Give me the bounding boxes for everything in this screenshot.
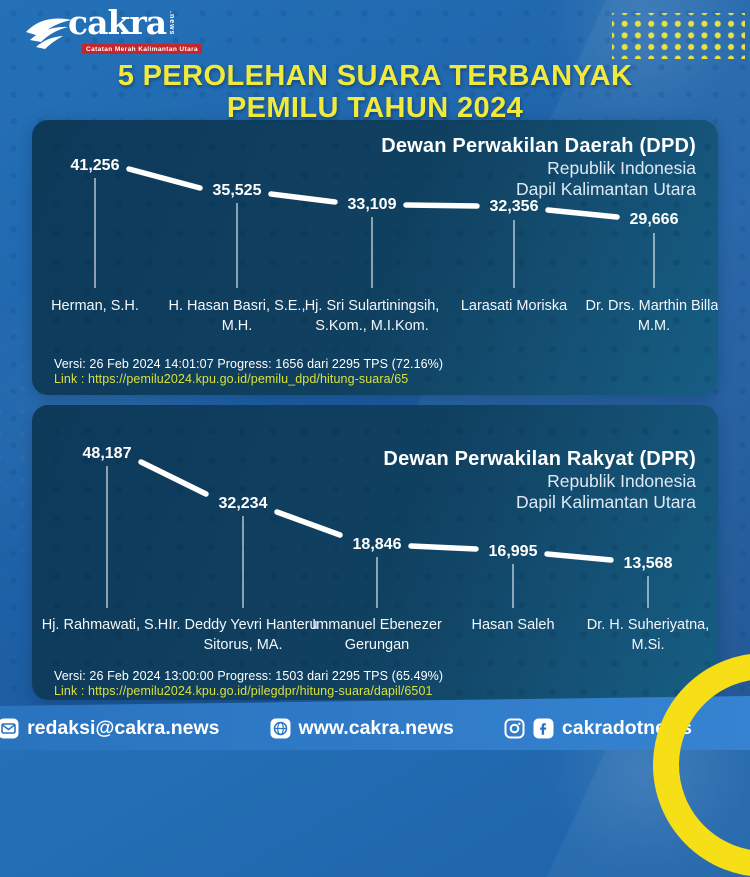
panel-dpr-subtitle-1: Republik Indonesia	[547, 471, 696, 491]
wing-icon	[26, 12, 74, 59]
dpd-line-segment	[403, 202, 480, 209]
dpr-candidate-name: Dr. H. Suheriyatna, M.Si.	[586, 617, 710, 653]
dpd-candidate-name: Hj. Sri Sulartiningsih, S.Kom., M.I.Kom.	[304, 298, 440, 334]
dpd-source-link: Link : https://pemilu2024.kpu.go.id/pemi…	[54, 372, 409, 386]
dpr-version-text: Versi: 26 Feb 2024 13:00:00 Progress: 15…	[54, 669, 444, 683]
footer-bar: redaksi@cakra.news www.cakra.news	[0, 696, 750, 750]
dpd-version-text: Versi: 26 Feb 2024 14:01:07 Progress: 16…	[54, 357, 444, 371]
panel-dpd: Dewan Perwakilan Daerah (DPD) Republik I…	[32, 120, 718, 395]
panel-dpd-title: Dewan Perwakilan Daerah (DPD)	[381, 135, 696, 157]
dpr-value-label: 32,234	[219, 495, 268, 512]
dpd-candidate-name: Herman, S.H.	[51, 298, 139, 314]
panel-dpd-subtitle-2: Dapil Kalimantan Utara	[516, 178, 696, 199]
page-title: 5 PEROLEHAN SUARA TERBANYAK PEMILU TAHUN…	[0, 60, 750, 125]
dpr-line-segment	[274, 509, 343, 538]
dpd-value-label: 32,356	[490, 198, 539, 215]
brand-name: cakra	[68, 3, 167, 42]
dpr-source-link: Link : https://pemilu2024.kpu.go.id/pile…	[54, 684, 433, 698]
panel-dpr-subtitle-2: Dapil Kalimantan Utara	[516, 491, 696, 512]
panel-dpr: Dewan Perwakilan Rakyat (DPR) Republik I…	[32, 405, 718, 700]
dpr-line-segment	[138, 459, 209, 497]
dpr-candidate-name: Ir. Deddy Yevri Hanteru Sitorus, MA.	[168, 617, 318, 653]
dpd-value-label: 33,109	[348, 196, 397, 213]
dpd-line-segment	[545, 207, 620, 220]
dpr-candidate-name: Hasan Saleh	[471, 617, 555, 633]
globe-icon	[270, 718, 291, 739]
dpd-candidate-name: Larasati Moriska	[460, 298, 568, 314]
dpr-line-segment	[544, 551, 614, 563]
panel-dpr-heading: Dewan Perwakilan Rakyat (DPR) Republik I…	[383, 448, 696, 512]
decorative-dots-grid	[612, 13, 745, 59]
panel-dpd-heading: Dewan Perwakilan Daerah (DPD) Republik I…	[381, 135, 696, 199]
dpd-line-chart: 41,256 35,525 33,109 32,356 29,666	[71, 157, 679, 288]
dpr-candidate-name: Hj. Rahmawati, S.H.	[41, 617, 173, 633]
instagram-icon	[504, 718, 525, 739]
page-title-line2: PEMILU TAHUN 2024	[226, 91, 524, 124]
dpr-candidate-name: Immanuel Ebenezer Gerungan	[312, 617, 442, 653]
panel-dpd-subtitle-1: Republik Indonesia	[547, 158, 696, 178]
footer-website-text: www.cakra.news	[298, 716, 454, 739]
dpr-value-label: 16,995	[489, 543, 538, 560]
brand-tagline: Catatan Merah Kalimantan Utara	[82, 44, 203, 55]
dpr-line-chart: 48,187 32,234 18,846 16,995 13,568	[83, 445, 673, 608]
dpr-value-label: 18,846	[353, 536, 402, 553]
brand-logo: cakra .news Catatan Merah Kalimantan Uta…	[26, 3, 203, 59]
dpr-value-label: 48,187	[83, 445, 132, 462]
facebook-icon	[533, 718, 554, 739]
dpd-line-segment	[268, 191, 338, 205]
dpd-value-label: 29,666	[630, 211, 679, 228]
dpd-value-label: 35,525	[213, 182, 262, 199]
brand-suffix: .news	[168, 11, 176, 36]
page-title-line1: 5 PEROLEHAN SUARA TERBANYAK	[117, 60, 633, 92]
footer-email: redaksi@cakra.news	[0, 717, 220, 740]
dpd-candidate-name: Dr. Drs. Marthin Billa, M.M.	[585, 298, 719, 334]
panel-dpr-title: Dewan Perwakilan Rakyat (DPR)	[383, 448, 696, 470]
footer-website: www.cakra.news	[270, 717, 454, 740]
footer-email-text: redaksi@cakra.news	[27, 716, 220, 739]
dpr-line-segment	[408, 543, 479, 552]
email-icon	[0, 718, 19, 739]
dpd-value-label: 41,256	[71, 157, 120, 174]
dpd-candidate-name: H. Hasan Basri, S.E., M.H.	[168, 298, 306, 334]
dpd-line-segment	[126, 166, 203, 191]
dpr-value-label: 13,568	[624, 555, 673, 572]
